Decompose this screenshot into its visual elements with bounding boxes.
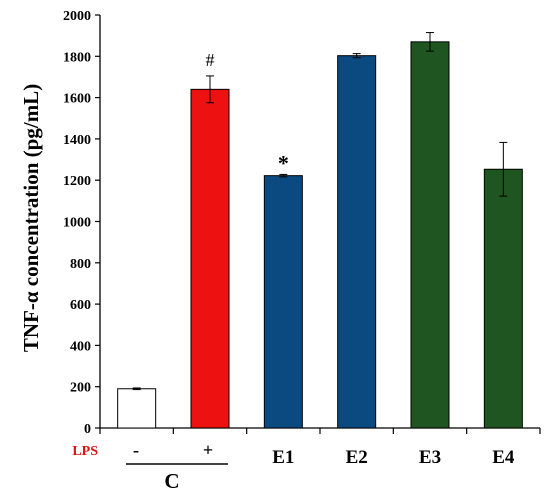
y-tick-label: 1600 [63, 92, 91, 107]
y-tick-label: 1200 [63, 174, 91, 189]
control-group-label: C [164, 469, 179, 493]
significance-annotation: * [278, 150, 289, 175]
y-tick-label: 600 [70, 298, 91, 313]
y-tick-label: 400 [70, 339, 91, 354]
category-label: E1 [272, 447, 294, 468]
y-axis-label: TNF-α concentration (pg/mL) [19, 84, 43, 352]
y-axis: 0 200 400 600 800 1000 1200 1400 1600 1800 2000 [63, 9, 101, 437]
y-tick-label: 0 [84, 422, 91, 437]
bar [263, 175, 303, 429]
bar [483, 168, 523, 429]
y-tick-label: 1400 [63, 133, 91, 148]
x-axis [99, 427, 541, 434]
y-tick-label: 200 [70, 381, 91, 396]
bars: #* [117, 32, 523, 429]
bar [410, 41, 450, 429]
y-tick-label: 1000 [63, 216, 91, 231]
category-label: E4 [492, 447, 515, 468]
category-label: E2 [346, 447, 368, 468]
bar [337, 55, 377, 429]
y-tick-label: 800 [70, 257, 91, 272]
bar [190, 88, 230, 429]
lps-sign-plus: + [203, 440, 213, 460]
bar [117, 388, 157, 429]
y-tick-label: 2000 [63, 9, 91, 24]
category-labels: E1 E2 E3 E4 [272, 447, 515, 468]
y-tick-label: 1800 [63, 50, 91, 65]
category-label: E3 [419, 447, 441, 468]
lps-label: LPS [72, 444, 98, 459]
significance-annotation: # [206, 50, 215, 70]
lps-sign-minus: - [133, 440, 139, 460]
